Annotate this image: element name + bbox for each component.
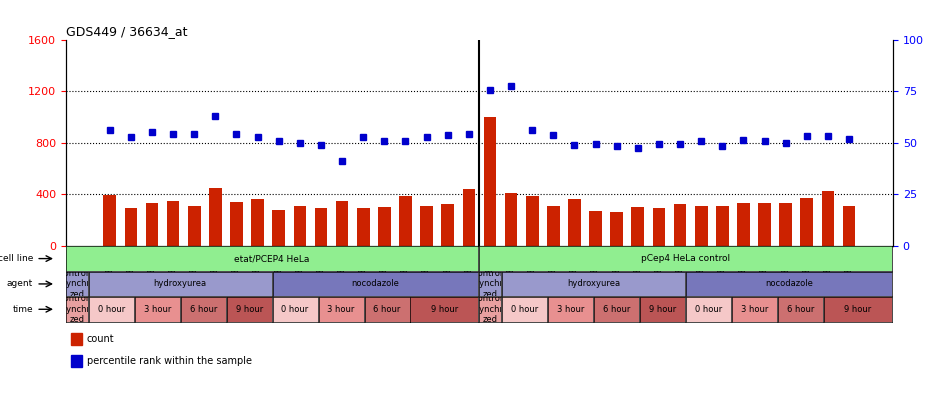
Bar	[336, 201, 349, 246]
Bar	[420, 206, 433, 246]
Bar	[357, 208, 369, 246]
Text: 6 hour: 6 hour	[190, 305, 217, 314]
Text: 0 hour: 0 hour	[98, 305, 125, 314]
Bar	[124, 208, 137, 246]
Bar	[505, 193, 517, 246]
Text: 3 hour: 3 hour	[144, 305, 171, 314]
Bar	[843, 206, 855, 246]
Bar	[442, 204, 454, 246]
Bar	[822, 191, 835, 246]
Bar	[70, 355, 83, 367]
Bar	[674, 204, 686, 246]
Text: 3 hour: 3 hour	[327, 305, 354, 314]
Text: time: time	[12, 305, 33, 314]
Text: control -
unsynchroni
zed: control - unsynchroni zed	[464, 294, 516, 324]
Bar	[568, 199, 581, 246]
Bar	[547, 206, 559, 246]
Text: percentile rank within the sample: percentile rank within the sample	[87, 356, 252, 366]
Text: cell line: cell line	[0, 254, 33, 263]
Text: control -
unsynchroni
zed: control - unsynchroni zed	[51, 294, 102, 324]
Text: agent: agent	[7, 280, 33, 288]
Bar	[293, 206, 306, 246]
Bar	[589, 211, 602, 246]
Text: 3 hour: 3 hour	[557, 305, 585, 314]
Bar	[166, 201, 180, 246]
Text: pCep4 HeLa control: pCep4 HeLa control	[641, 254, 730, 263]
Text: nocodazole: nocodazole	[765, 280, 813, 288]
Bar	[695, 206, 708, 246]
Text: 9 hour: 9 hour	[431, 305, 458, 314]
Bar	[610, 212, 623, 246]
Text: 9 hour: 9 hour	[844, 305, 871, 314]
Bar	[146, 203, 158, 246]
Bar	[759, 203, 771, 246]
Bar	[378, 207, 391, 246]
Bar	[632, 207, 644, 246]
Bar	[315, 208, 327, 246]
Bar	[525, 196, 539, 246]
Bar	[70, 333, 83, 345]
Text: 6 hour: 6 hour	[787, 305, 814, 314]
Bar	[483, 117, 496, 246]
Bar	[716, 206, 728, 246]
Bar	[273, 210, 285, 246]
Bar	[652, 208, 666, 246]
Text: 0 hour: 0 hour	[281, 305, 308, 314]
Text: 3 hour: 3 hour	[741, 305, 768, 314]
Text: 9 hour: 9 hour	[650, 305, 677, 314]
Text: 9 hour: 9 hour	[236, 305, 263, 314]
Bar	[462, 189, 476, 246]
Bar	[230, 202, 243, 246]
Bar	[209, 188, 222, 246]
Bar	[103, 195, 116, 246]
Text: GDS449 / 36634_at: GDS449 / 36634_at	[66, 25, 187, 38]
Text: control -
unsynchroni
zed: control - unsynchroni zed	[464, 269, 516, 299]
Text: hydroxyurea: hydroxyurea	[153, 280, 207, 288]
Text: 6 hour: 6 hour	[603, 305, 631, 314]
Bar	[737, 203, 750, 246]
Text: hydroxyurea: hydroxyurea	[567, 280, 620, 288]
Bar	[251, 199, 264, 246]
Text: etat/PCEP4 HeLa: etat/PCEP4 HeLa	[234, 254, 310, 263]
Text: count: count	[87, 334, 115, 345]
Text: 0 hour: 0 hour	[511, 305, 539, 314]
Bar	[188, 206, 200, 246]
Bar	[801, 198, 813, 246]
Text: 6 hour: 6 hour	[373, 305, 400, 314]
Text: nocodazole: nocodazole	[352, 280, 400, 288]
Bar	[400, 196, 412, 246]
Text: 0 hour: 0 hour	[695, 305, 722, 314]
Bar	[779, 203, 792, 246]
Text: control -
unsynchroni
zed: control - unsynchroni zed	[51, 269, 102, 299]
